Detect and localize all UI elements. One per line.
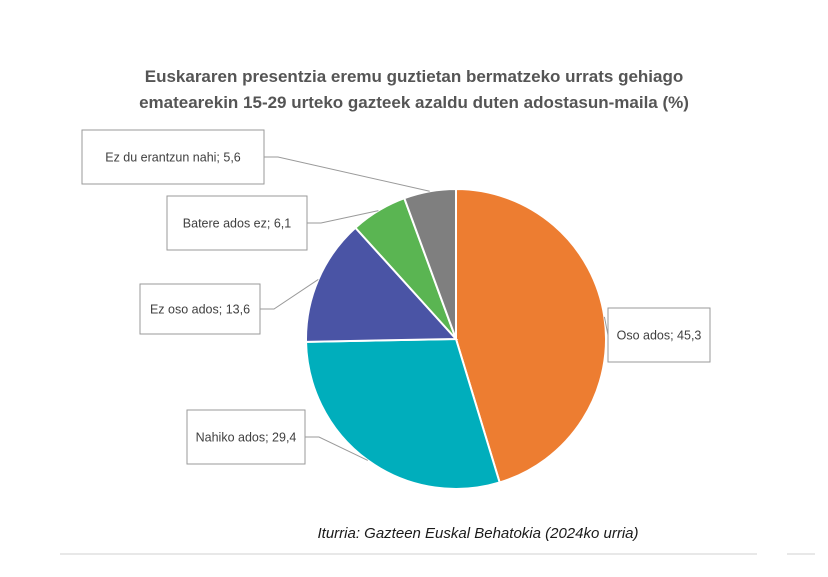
pie-slices — [305, 187, 608, 490]
leader-line-nahiko-ados — [305, 436, 369, 461]
callout-box-oso-ados — [607, 307, 711, 363]
leader-line-batere-ados-ez — [307, 210, 379, 224]
data-label-ez-oso-ados: Ez oso ados; 13,6 — [150, 303, 250, 317]
callout-box-ez-du-erantzun-nahi — [81, 129, 265, 185]
pie-slice-ez-du-erantzun-nahi — [403, 187, 457, 340]
source-note: Iturria: Gazteen Euskal Behatokia (2024k… — [318, 525, 639, 542]
leader-line-ez-du-erantzun-nahi — [264, 156, 430, 192]
pie-slice-nahiko-ados — [305, 337, 501, 490]
data-label-ez-du-erantzun-nahi: Ez du erantzun nahi; 5,6 — [105, 151, 241, 165]
data-label-batere-ados-ez: Batere ados ez; 6,1 — [183, 217, 291, 231]
leader-line-oso-ados — [603, 316, 609, 336]
chart-title-line-1: Euskararen presentzia eremu guztietan be… — [145, 67, 684, 86]
data-label-nahiko-ados: Nahiko ados; 29,4 — [196, 431, 297, 445]
chart-title-line-2: ematearekin 15-29 urteko gazteek azaldu … — [139, 93, 689, 112]
data-label-oso-ados: Oso ados; 45,3 — [617, 329, 702, 343]
leader-lines — [260, 156, 609, 461]
data-labels: Oso ados; 45,3 Nahiko ados; 29,4 Ez oso ad… — [81, 129, 711, 465]
callout-box-ez-oso-ados — [139, 283, 261, 335]
callout-box-nahiko-ados — [186, 409, 306, 465]
callout-box-batere-ados-ez — [166, 195, 308, 251]
leader-line-ez-oso-ados — [260, 278, 319, 310]
pie-slice-ez-oso-ados — [305, 226, 459, 343]
